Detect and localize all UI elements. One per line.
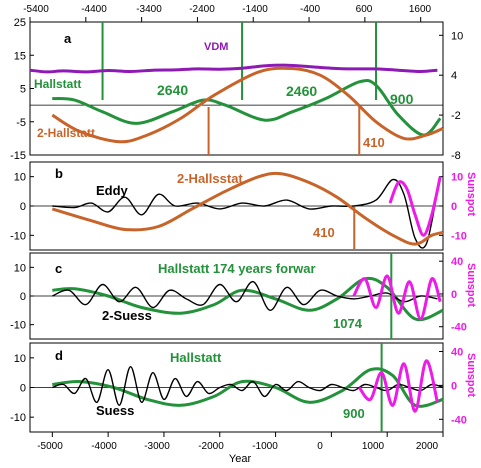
bottom-tick-label: -3000 [144, 441, 170, 452]
label-900-d: 900 [343, 406, 365, 421]
label-410-a: 410 [363, 135, 385, 150]
left-tick-label: 0 [20, 383, 26, 395]
series-line-2-hallsstat [51, 171, 444, 246]
top-tick-label: -400 [300, 4, 320, 15]
label-2hallstatt-a: 2-Hallstatt [37, 126, 95, 140]
label-410-b: 410 [313, 225, 335, 240]
series-line-hallstatt [52, 367, 444, 408]
series-line-vdm [29, 63, 438, 74]
left-tick-label: 0 [20, 291, 26, 303]
label-2460: 2460 [286, 83, 317, 99]
right-tick-label: -10 [451, 230, 467, 242]
right-tick-label: -40 [451, 322, 467, 334]
bottom-tick-label: -1000 [252, 441, 278, 452]
right-tick-label: 0 [451, 289, 457, 301]
label-sunspot-b: Sunspot [465, 172, 477, 216]
left-tick-label: 25 [14, 17, 26, 29]
plot-layer: 25 15 5 -5 -15 10 4 -2 -8 10 0 -10 10 0 -10 10 0 -10 40 0 -4… [10, 17, 467, 437]
label-eddy: Eddy [96, 183, 129, 198]
right-tick-label: 10 [451, 172, 463, 184]
left-tick-label: -10 [10, 230, 26, 242]
bottom-tick-label: -5000 [37, 441, 63, 452]
label-vdm: VDM [204, 41, 228, 53]
left-tick-label: 10 [14, 172, 26, 184]
left-tick-label: 10 [14, 262, 26, 274]
bottom-tick-label: -2000 [198, 441, 224, 452]
series-line-sunspot [358, 359, 439, 413]
left-tick-label: 10 [14, 353, 26, 365]
right-tick-label: 40 [451, 256, 463, 268]
panel-letter-a: a [64, 31, 72, 46]
bottom-tick-label: 1000 [362, 441, 385, 452]
label-2640: 2640 [157, 82, 188, 98]
series-line-suess [52, 365, 444, 407]
series-line-hallstatt-174-years-forwar [52, 276, 444, 322]
left-tick-label: -5 [16, 117, 26, 129]
series-line-sunspot [388, 176, 442, 237]
series-line-sunspot [352, 274, 442, 321]
top-tick-label: -2400 [189, 4, 215, 15]
top-axis: -5400 -4400 -3400 -2400 -1400 -400 600 1… [23, 4, 431, 15]
left-tick-label: -10 [10, 320, 26, 332]
left-tick-label: 5 [20, 84, 26, 96]
bottom-tick-label: 0 [317, 441, 323, 452]
label-2hallsstat-b: 2-Hallsstat [177, 171, 243, 186]
label-hallstatt-d: Hallstatt [170, 350, 222, 365]
right-tick-label: -40 [451, 414, 467, 426]
x-axis-label: Year [229, 453, 252, 465]
panel-letter-c: c [55, 261, 62, 276]
label-900-a: 900 [390, 91, 414, 107]
top-tick-label: -1400 [242, 4, 268, 15]
right-tick-label: 4 [451, 70, 457, 82]
right-tick-label: 0 [451, 201, 457, 213]
label-hallstatt-c: Hallstatt 174 years forwar [158, 261, 316, 276]
bottom-axis: -5000 -4000 -3000 -2000 -1000 0 1000 200… [37, 441, 438, 465]
right-tick-label: 0 [451, 380, 457, 392]
label-suess: Suess [96, 403, 134, 418]
top-tick-label: -5400 [23, 4, 49, 15]
left-tick-label: -15 [10, 150, 26, 162]
panel-letter-d: d [55, 348, 63, 363]
bottom-tick-label: -4000 [91, 441, 117, 452]
top-tick-label: 600 [356, 4, 373, 15]
series-line-2-hallstatt [51, 66, 444, 144]
right-tick-label: -2 [451, 110, 461, 122]
top-tick-label: -3400 [136, 4, 162, 15]
label-sunspot-d: Sunspot [465, 353, 477, 397]
panel-letter-b: b [55, 166, 63, 181]
right-tick-label: -8 [451, 150, 461, 162]
top-tick-label: 1600 [409, 4, 432, 15]
label-1074: 1074 [333, 316, 363, 331]
label-2suess: 2-Suess [102, 308, 152, 323]
right-tick-label: 40 [451, 346, 463, 358]
left-tick-label: -10 [10, 412, 26, 424]
label-sunspot-c: Sunspot [465, 263, 477, 307]
left-tick-label: 0 [20, 201, 26, 213]
series-line-hallstatt [52, 78, 442, 137]
label-hallstatt-a: Hallstatt [34, 77, 81, 91]
left-tick-label: 15 [14, 50, 26, 62]
right-tick-label: 10 [451, 30, 463, 42]
top-tick-label: -4400 [81, 4, 107, 15]
bottom-tick-label: 2000 [416, 441, 439, 452]
